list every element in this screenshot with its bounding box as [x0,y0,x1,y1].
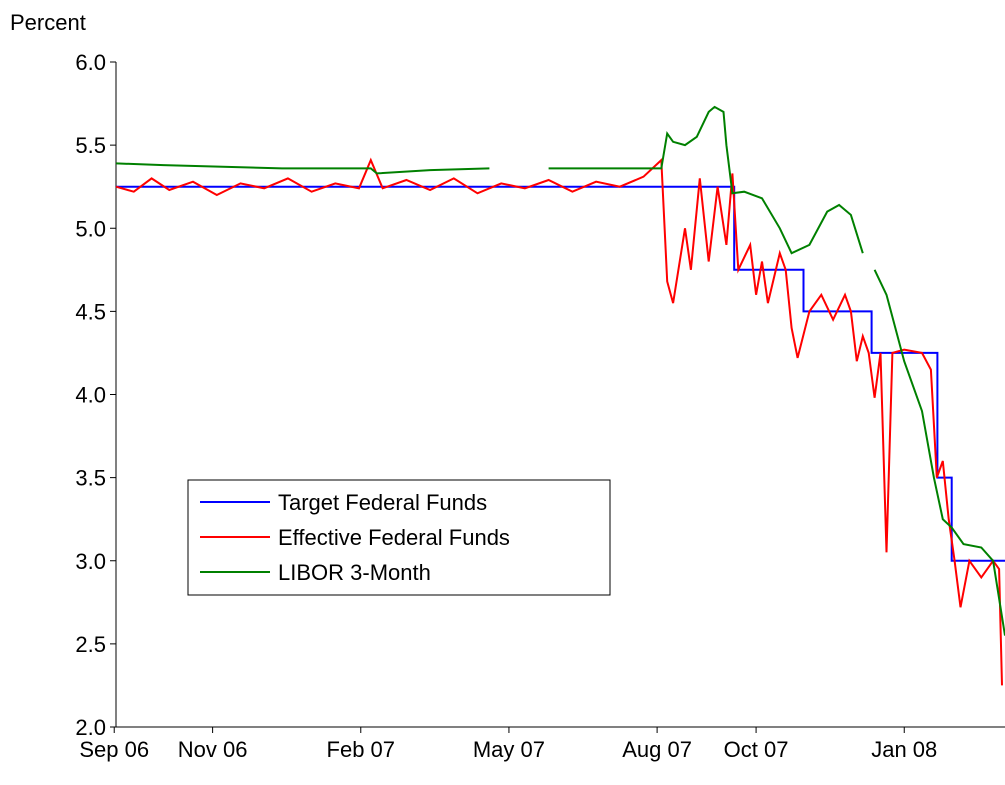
y-axis-label: Percent [10,10,86,35]
x-tick-label: Oct 07 [724,737,789,762]
series-line [116,185,1005,562]
series-line [115,157,1003,686]
x-tick-label: Feb 07 [327,737,396,762]
x-tick-label: May 07 [473,737,545,762]
y-tick-label: 3.5 [75,466,106,491]
y-tick-label: 6.0 [75,50,106,75]
series-line [115,105,1005,636]
y-tick-label: 3.0 [75,549,106,574]
legend-label: Target Federal Funds [278,490,487,515]
legend-label: Effective Federal Funds [278,525,510,550]
y-tick-label: 2.5 [75,632,106,657]
x-tick-label: Aug 07 [622,737,692,762]
y-tick-label: 2.0 [75,715,106,740]
y-tick-label: 5.0 [75,216,106,241]
y-tick-label: 5.5 [75,133,106,158]
x-tick-label: Nov 06 [178,737,248,762]
y-tick-label: 4.5 [75,299,106,324]
legend-label: LIBOR 3-Month [278,560,431,585]
x-tick-label: Jan 08 [871,737,937,762]
x-tick-label: Sep 06 [79,737,149,762]
y-tick-label: 4.0 [75,383,106,408]
